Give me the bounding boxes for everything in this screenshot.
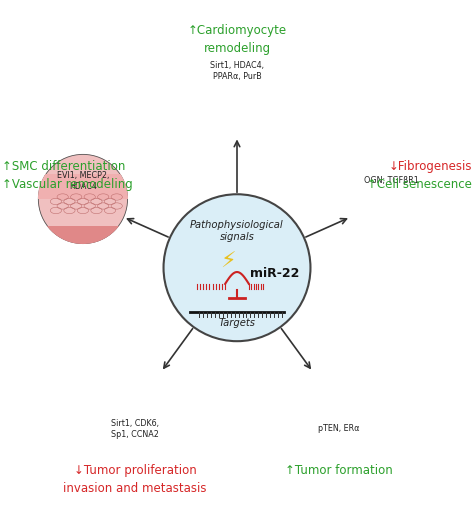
Circle shape: [164, 194, 310, 341]
FancyBboxPatch shape: [196, 121, 278, 132]
Text: Sirt1, HDAC4,
PPARα, PurB: Sirt1, HDAC4, PPARα, PurB: [210, 61, 264, 81]
FancyBboxPatch shape: [196, 76, 278, 88]
FancyBboxPatch shape: [196, 98, 278, 110]
Circle shape: [116, 392, 120, 397]
Circle shape: [150, 392, 155, 397]
Text: ↑Cell senescence: ↑Cell senescence: [367, 178, 472, 191]
Circle shape: [362, 392, 373, 404]
Ellipse shape: [309, 427, 321, 436]
Bar: [38, 174, 128, 199]
Ellipse shape: [243, 102, 249, 105]
Text: ↑Vascular remodeling: ↑Vascular remodeling: [2, 178, 133, 191]
Text: Pathophysiological
signals: Pathophysiological signals: [190, 220, 284, 242]
Circle shape: [133, 417, 137, 422]
Ellipse shape: [243, 79, 249, 83]
Circle shape: [329, 378, 339, 389]
Circle shape: [294, 363, 384, 453]
Text: OGN; TGFβR1: OGN; TGFβR1: [364, 176, 419, 186]
Text: ⚡: ⚡: [220, 252, 235, 272]
Ellipse shape: [370, 213, 384, 223]
Ellipse shape: [347, 384, 359, 392]
Text: pTEN, ERα: pTEN, ERα: [318, 424, 360, 433]
Circle shape: [111, 388, 125, 401]
Circle shape: [146, 388, 159, 401]
Circle shape: [128, 413, 142, 426]
Circle shape: [120, 396, 133, 409]
Text: remodeling: remodeling: [203, 42, 271, 55]
Bar: [38, 80, 128, 95]
Bar: [38, 269, 128, 284]
Ellipse shape: [333, 404, 345, 412]
Ellipse shape: [356, 408, 369, 416]
FancyBboxPatch shape: [196, 87, 278, 99]
Bar: [38, 122, 128, 152]
Text: ↑Tumor formation: ↑Tumor formation: [285, 464, 393, 478]
Text: EVI1, MECP2,
HDAC4: EVI1, MECP2, HDAC4: [57, 171, 109, 191]
Circle shape: [124, 401, 129, 405]
Circle shape: [137, 396, 150, 409]
Text: ↓Fibrogenesis: ↓Fibrogenesis: [388, 160, 472, 173]
Circle shape: [38, 154, 128, 244]
Circle shape: [164, 194, 310, 341]
Text: Targets: Targets: [219, 318, 255, 328]
FancyBboxPatch shape: [196, 110, 278, 121]
Circle shape: [111, 405, 125, 418]
Circle shape: [150, 409, 155, 414]
Circle shape: [346, 154, 436, 244]
Circle shape: [116, 409, 120, 414]
FancyBboxPatch shape: [196, 53, 278, 65]
Ellipse shape: [234, 113, 240, 117]
Circle shape: [133, 401, 137, 405]
Circle shape: [133, 392, 137, 397]
Circle shape: [90, 363, 180, 453]
Bar: [38, 226, 128, 256]
Ellipse shape: [243, 57, 249, 60]
Text: ↑Cardiomyocyte: ↑Cardiomyocyte: [187, 24, 287, 37]
Ellipse shape: [234, 91, 240, 94]
Ellipse shape: [323, 418, 336, 426]
Ellipse shape: [243, 124, 249, 128]
Ellipse shape: [234, 68, 240, 71]
Circle shape: [128, 388, 142, 401]
Text: ↑SMC differentiation: ↑SMC differentiation: [2, 160, 126, 173]
Ellipse shape: [403, 203, 417, 213]
Ellipse shape: [314, 394, 326, 402]
Circle shape: [141, 401, 146, 405]
Text: ↓Tumor proliferation: ↓Tumor proliferation: [74, 464, 196, 478]
Circle shape: [192, 47, 282, 137]
Text: miR-22: miR-22: [250, 267, 300, 280]
Ellipse shape: [356, 380, 369, 388]
Circle shape: [128, 396, 142, 409]
FancyBboxPatch shape: [196, 64, 278, 76]
Text: Sirt1, CDK6,
Sp1, CCNA2: Sirt1, CDK6, Sp1, CCNA2: [111, 419, 159, 439]
Text: invasion and metastasis: invasion and metastasis: [64, 483, 207, 495]
Circle shape: [146, 405, 159, 418]
Ellipse shape: [374, 180, 389, 190]
